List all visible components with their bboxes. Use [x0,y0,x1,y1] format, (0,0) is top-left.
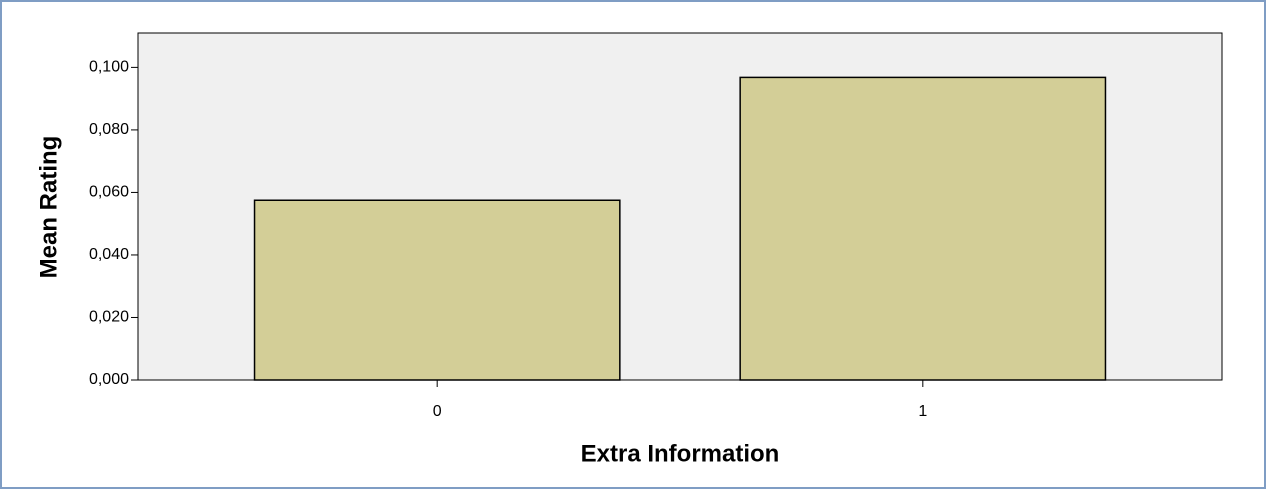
bar [253,199,621,381]
y-tick-label: 0,080 [89,121,129,138]
y-tick-label: 0,040 [89,246,129,263]
y-tick-label: 0,000 [89,371,129,388]
x-tick-label: 0 [433,403,442,420]
bar [739,76,1107,381]
y-tick-label: 0,060 [89,184,129,201]
y-tick-label: 0,100 [89,59,129,76]
x-tick-label: 1 [918,403,927,420]
y-tick-label: 0,020 [89,309,129,326]
y-axis-title: Mean Rating [35,136,62,279]
x-axis-title: Extra Information [581,440,780,467]
